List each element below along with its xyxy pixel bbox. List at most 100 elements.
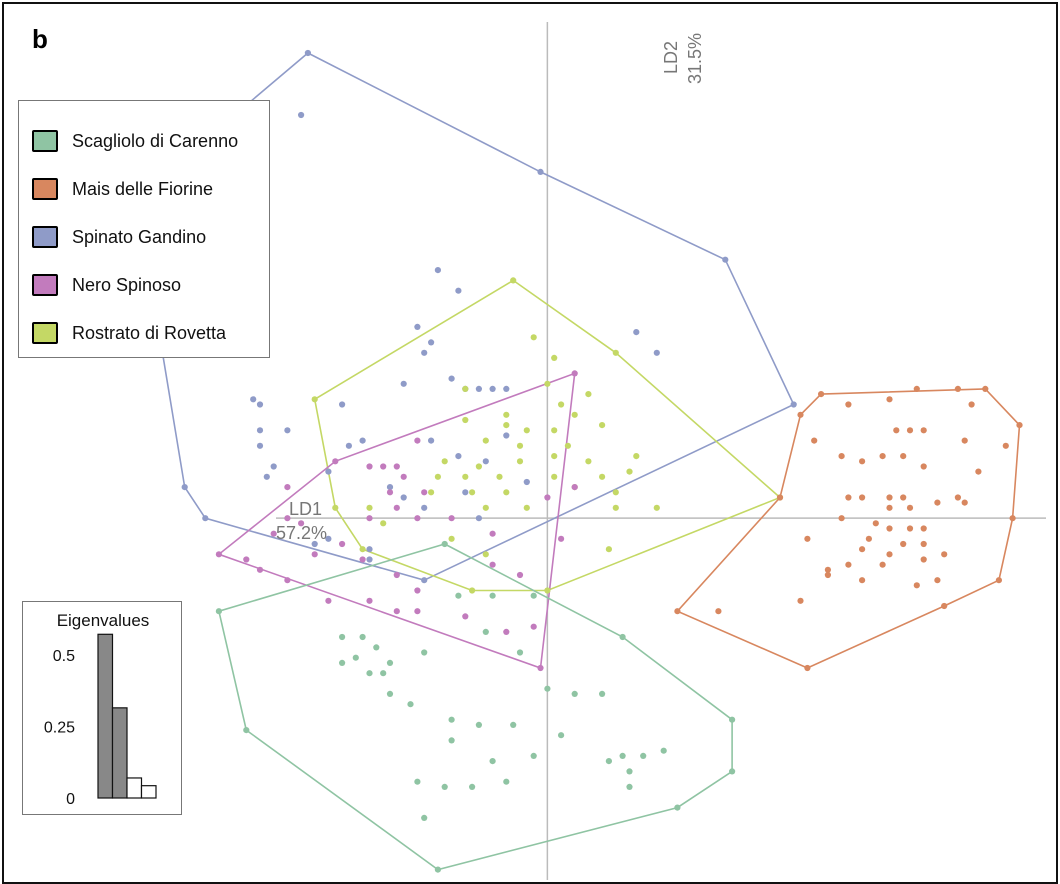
point-rostrato-di-rovetta — [605, 546, 613, 553]
point-rostrato-di-rovetta — [510, 277, 517, 284]
point-scagliolo-di-carenno — [243, 727, 250, 734]
point-spinato-gandino — [414, 323, 421, 330]
point-rostrato-di-rovetta — [544, 587, 551, 594]
eigenvalues-title: Eigenvalues — [57, 611, 150, 630]
point-scagliolo-di-carenno — [571, 690, 578, 698]
point-scagliolo-di-carenno — [626, 768, 633, 775]
point-mais-delle-fiorine — [1009, 515, 1016, 522]
point-mais-delle-fiorine — [1016, 422, 1023, 429]
hull-mais-delle-fiorine — [676, 388, 1021, 669]
point-rostrato-di-rovetta — [482, 437, 489, 444]
point-nero-spinoso — [386, 489, 394, 496]
point-nero-spinoso — [380, 463, 387, 470]
point-mais-delle-fiorine — [906, 525, 914, 532]
point-rostrato-di-rovetta — [571, 411, 578, 418]
point-mais-delle-fiorine — [920, 525, 927, 532]
point-rostrato-di-rovetta — [482, 551, 489, 558]
point-mais-delle-fiorine — [900, 540, 907, 548]
point-spinato-gandino — [489, 385, 496, 392]
point-mais-delle-fiorine — [920, 463, 927, 470]
point-scagliolo-di-carenno — [421, 649, 428, 656]
legend-label: Rostrato di Rovetta — [72, 322, 227, 343]
point-spinato-gandino — [284, 427, 291, 434]
point-nero-spinoso — [530, 623, 537, 630]
point-rostrato-di-rovetta — [585, 458, 592, 465]
point-spinato-gandino — [428, 339, 435, 346]
point-spinato-gandino — [345, 442, 352, 449]
point-mais-delle-fiorine — [975, 468, 982, 475]
point-rostrato-di-rovetta — [496, 473, 503, 480]
point-scagliolo-di-carenno — [489, 592, 496, 599]
point-scagliolo-di-carenno — [215, 608, 222, 615]
point-scagliolo-di-carenno — [640, 752, 647, 760]
point-scagliolo-di-carenno — [448, 716, 455, 723]
point-mais-delle-fiorine — [879, 453, 886, 460]
point-scagliolo-di-carenno — [380, 670, 387, 677]
point-rostrato-di-rovetta — [544, 380, 551, 387]
point-rostrato-di-rovetta — [503, 411, 510, 418]
point-spinato-gandino — [256, 442, 264, 449]
legend-label: Mais delle Fiorine — [72, 178, 214, 199]
point-mais-delle-fiorine — [859, 546, 866, 553]
point-nero-spinoso — [256, 566, 264, 573]
point-nero-spinoso — [366, 463, 373, 470]
point-mais-delle-fiorine — [845, 561, 852, 568]
point-nero-spinoso — [366, 597, 373, 604]
point-spinato-gandino — [421, 577, 428, 584]
point-rostrato-di-rovetta — [462, 385, 469, 392]
point-nero-spinoso — [393, 608, 400, 615]
point-spinato-gandino — [722, 256, 729, 263]
point-scagliolo-di-carenno — [366, 670, 373, 677]
legend: Scagliolo di Carenno Mais delle Fiorine Sp… — [18, 100, 270, 358]
point-nero-spinoso — [544, 494, 551, 501]
ld1-variance-label: 57.2% — [276, 523, 327, 543]
panel-label: b — [32, 24, 48, 54]
point-rostrato-di-rovetta — [599, 473, 606, 480]
eigen-bar — [97, 633, 114, 799]
point-scagliolo-di-carenno — [407, 701, 414, 708]
point-mais-delle-fiorine — [893, 427, 900, 434]
point-spinato-gandino — [503, 432, 510, 439]
point-mais-delle-fiorine — [845, 494, 852, 501]
point-mais-delle-fiorine — [954, 385, 962, 392]
point-mais-delle-fiorine — [961, 499, 968, 506]
point-mais-delle-fiorine — [1002, 442, 1009, 449]
point-spinato-gandino — [434, 267, 441, 274]
point-scagliolo-di-carenno — [619, 633, 626, 641]
point-rostrato-di-rovetta — [475, 463, 482, 470]
point-nero-spinoso — [359, 556, 366, 563]
point-mais-delle-fiorine — [886, 525, 893, 532]
point-spinato-gandino — [455, 287, 462, 294]
legend-item-mais-delle-fiorine: Mais delle Fiorine — [32, 165, 269, 213]
point-rostrato-di-rovetta — [516, 458, 524, 465]
eigenvalues-bar-chart: Eigenvalues 0.5 0.25 0 — [44, 611, 157, 808]
point-rostrato-di-rovetta — [599, 422, 606, 429]
point-spinato-gandino — [400, 494, 407, 501]
point-scagliolo-di-carenno — [729, 768, 736, 775]
point-mais-delle-fiorine — [941, 551, 948, 558]
point-scagliolo-di-carenno — [530, 752, 537, 760]
point-scagliolo-di-carenno — [359, 633, 366, 641]
point-nero-spinoso — [243, 556, 250, 563]
point-spinato-gandino — [202, 515, 209, 522]
point-scagliolo-di-carenno — [434, 866, 441, 873]
point-spinato-gandino — [482, 458, 489, 465]
point-rostrato-di-rovetta — [434, 473, 441, 480]
point-spinato-gandino — [250, 396, 257, 403]
point-spinato-gandino — [537, 168, 544, 175]
point-scagliolo-di-carenno — [441, 540, 448, 548]
point-mais-delle-fiorine — [674, 608, 681, 615]
hull-nero-spinoso — [217, 372, 576, 670]
point-mais-delle-fiorine — [934, 577, 941, 584]
legend-swatch — [32, 226, 58, 248]
point-spinato-gandino — [325, 468, 332, 475]
point-rostrato-di-rovetta — [551, 473, 558, 480]
point-mais-delle-fiorine — [824, 571, 832, 579]
point-mais-delle-fiorine — [954, 494, 962, 501]
point-nero-spinoso — [311, 551, 318, 558]
point-spinato-gandino — [428, 437, 435, 444]
axes-group — [276, 22, 1046, 880]
point-scagliolo-di-carenno — [674, 804, 681, 811]
point-nero-spinoso — [284, 484, 291, 491]
